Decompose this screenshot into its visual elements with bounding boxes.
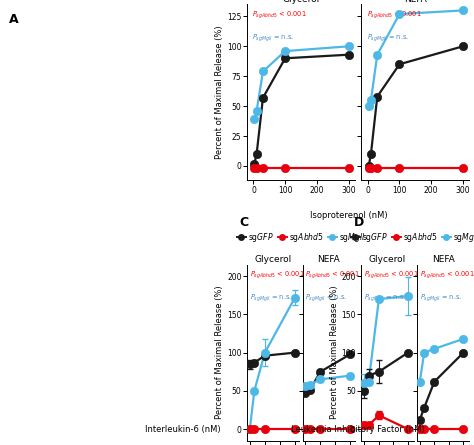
Legend: sg$\it{GFP}$, sg$\it{Abhd5}$, sg$\it{Mgll}$: sg$\it{GFP}$, sg$\it{Abhd5}$, sg$\it{Mgl… [234, 228, 368, 247]
Text: $P_{\mathit{sgAbhd5}}$ < 0.001: $P_{\mathit{sgAbhd5}}$ < 0.001 [364, 270, 419, 282]
Text: $P_{\mathit{sgMgll}}$ = n.s.: $P_{\mathit{sgMgll}}$ = n.s. [305, 293, 347, 304]
Text: $P_{\mathit{sgMgll}}$ = n.s.: $P_{\mathit{sgMgll}}$ = n.s. [367, 32, 409, 44]
Title: Glycerol: Glycerol [283, 0, 319, 4]
Title: NEFA: NEFA [404, 0, 427, 4]
Text: Leukemia Inhibitory Factor (nM): Leukemia Inhibitory Factor (nM) [291, 425, 425, 434]
Text: Isoproterenol (nM): Isoproterenol (nM) [310, 211, 387, 220]
Y-axis label: Percent of Maximal Release (%): Percent of Maximal Release (%) [215, 25, 224, 159]
Text: D: D [354, 216, 364, 229]
Title: NEFA: NEFA [432, 255, 455, 264]
Text: $P_{\mathit{sgAbhd5}}$ < 0.001: $P_{\mathit{sgAbhd5}}$ < 0.001 [253, 10, 307, 21]
Text: $P_{\mathit{sgAbhd5}}$ < 0.001: $P_{\mathit{sgAbhd5}}$ < 0.001 [419, 270, 474, 282]
Y-axis label: Percent of Maximal Release (%): Percent of Maximal Release (%) [329, 286, 338, 420]
Text: $P_{\mathit{sgMgll}}$ = n.s.: $P_{\mathit{sgMgll}}$ = n.s. [419, 293, 462, 304]
Text: $P_{\mathit{sgAbhd5}}$ < 0.001: $P_{\mathit{sgAbhd5}}$ < 0.001 [305, 270, 360, 282]
Legend: sg$\it{GFP}$, sg$\it{Abhd5}$, sg$\it{Mgll}$: sg$\it{GFP}$, sg$\it{Abhd5}$, sg$\it{Mgl… [348, 228, 474, 247]
Text: $P_{\mathit{sgMgll}}$ = n.s.: $P_{\mathit{sgMgll}}$ = n.s. [250, 293, 292, 304]
Title: Glycerol: Glycerol [369, 255, 406, 264]
Title: NEFA: NEFA [318, 255, 340, 264]
Text: $P_{\mathit{sgAbhd5}}$ < 0.001: $P_{\mathit{sgAbhd5}}$ < 0.001 [367, 10, 421, 21]
Text: A: A [9, 13, 19, 26]
Text: $P_{\mathit{sgAbhd5}}$ < 0.001: $P_{\mathit{sgAbhd5}}$ < 0.001 [250, 270, 304, 282]
Text: $P_{\mathit{sgMgll}}$ = n.s.: $P_{\mathit{sgMgll}}$ = n.s. [364, 293, 406, 304]
Text: Interleukin-6 (nM): Interleukin-6 (nM) [145, 425, 220, 434]
Text: C: C [239, 216, 248, 229]
Title: Glycerol: Glycerol [255, 255, 292, 264]
Text: $P_{\mathit{sgMgll}}$ = n.s.: $P_{\mathit{sgMgll}}$ = n.s. [253, 32, 294, 44]
Y-axis label: Percent of Maximal Release (%): Percent of Maximal Release (%) [215, 286, 224, 420]
